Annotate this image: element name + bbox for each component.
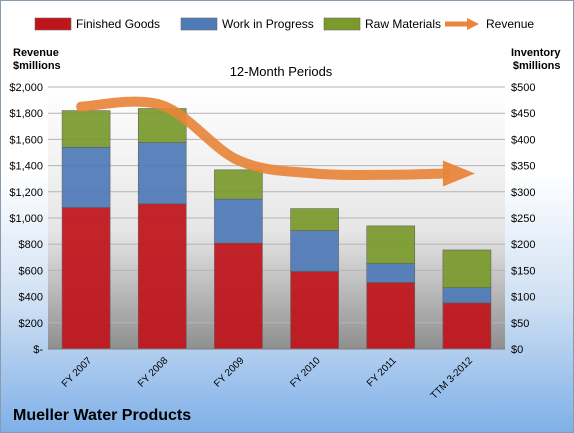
left-tick-label: $1,200 xyxy=(9,187,43,199)
legend-swatch-finished-goods xyxy=(34,17,72,31)
bar-raw-materials xyxy=(290,208,339,231)
left-tick-label: $- xyxy=(33,344,43,356)
category-label: FY 2011 xyxy=(365,355,399,389)
right-tick-label: $250 xyxy=(511,213,535,225)
category-label: FY 2009 xyxy=(212,355,247,390)
legend-label-work-in-progress: Work in Progress xyxy=(222,17,314,31)
right-tick-label: $50 xyxy=(511,318,529,330)
bar-finished-goods xyxy=(290,271,339,350)
left-tick-label: $800 xyxy=(19,239,43,251)
left-tick-label: $600 xyxy=(19,265,43,277)
left-tick-label: $1,000 xyxy=(9,213,43,225)
right-tick-label: $400 xyxy=(511,134,535,146)
left-tick-label: $2,000 xyxy=(9,82,43,94)
chart-title: 12-Month Periods xyxy=(229,64,333,79)
bar-finished-goods xyxy=(61,207,111,350)
left-tick-label: $400 xyxy=(19,292,43,304)
left-axis-title-line2: $millions xyxy=(13,60,61,72)
category-label: FY 2008 xyxy=(136,355,171,390)
left-tick-label: $1,800 xyxy=(9,108,43,120)
bar-raw-materials xyxy=(214,169,263,200)
bar-work-in-progress xyxy=(137,142,187,205)
right-tick-label: $500 xyxy=(511,82,535,94)
right-tick-label: $350 xyxy=(511,161,535,173)
right-tick-label: $450 xyxy=(511,108,535,120)
category-label: TTM 3-2012 xyxy=(429,355,476,402)
right-axis-title-line1: Inventory xyxy=(511,47,561,59)
revenue-line xyxy=(76,96,450,181)
left-tick-label: $200 xyxy=(19,318,43,330)
category-label: FY 2007 xyxy=(60,355,95,390)
legend-swatch-raw-materials xyxy=(323,17,361,31)
right-axis-title-line2: $millions xyxy=(512,60,561,72)
right-tick-label: $150 xyxy=(511,265,535,277)
right-tick-label: $100 xyxy=(511,292,535,304)
left-tick-label: $1,600 xyxy=(9,134,43,146)
legend-swatch-work-in-progress xyxy=(180,17,218,31)
left-axis-title-line1: Revenue xyxy=(13,47,59,59)
bar-finished-goods xyxy=(137,203,187,350)
left-axis-title: Revenue $millions xyxy=(13,47,61,73)
right-tick-label: $300 xyxy=(511,187,535,199)
bar-work-in-progress xyxy=(290,230,339,272)
right-tick-label: $0 xyxy=(511,344,523,356)
bar-work-in-progress xyxy=(442,287,492,304)
category-label: FY 2010 xyxy=(288,355,323,390)
legend-label-raw-materials: Raw Materials xyxy=(365,17,441,31)
left-tick-label: $1,400 xyxy=(9,161,43,173)
legend-label-revenue: Revenue xyxy=(486,17,534,31)
right-tick-label: $200 xyxy=(511,239,535,251)
bar-work-in-progress xyxy=(61,146,111,208)
bar-finished-goods xyxy=(366,282,416,350)
bar-work-in-progress xyxy=(214,198,263,244)
revenue-arrowhead xyxy=(442,160,475,187)
bar-finished-goods xyxy=(442,302,492,350)
legend-label-finished-goods: Finished Goods xyxy=(76,17,160,31)
bar-raw-materials xyxy=(61,110,111,148)
bar-raw-materials xyxy=(366,225,416,264)
legend-swatch-revenue-head xyxy=(467,18,479,30)
right-axis-title: Inventory $millions xyxy=(511,47,561,73)
company-name: Mueller Water Products xyxy=(13,407,192,424)
bar-finished-goods xyxy=(214,242,263,350)
bar-work-in-progress xyxy=(366,263,416,283)
bar-raw-materials xyxy=(442,249,492,288)
